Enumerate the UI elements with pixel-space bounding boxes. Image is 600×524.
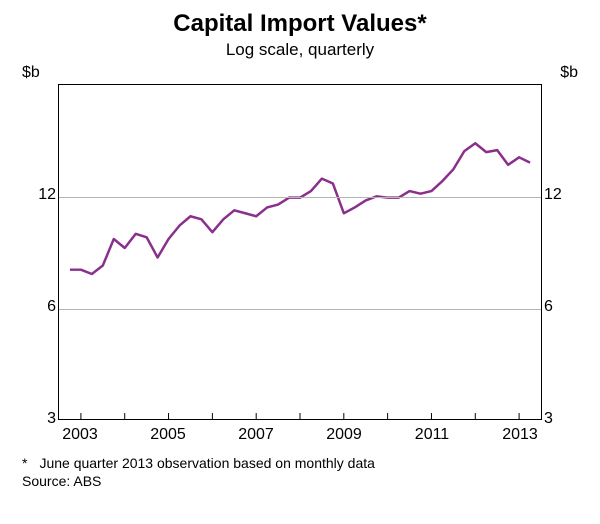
y-tick-right: 3: [544, 410, 582, 428]
x-tick: 2013: [502, 426, 538, 444]
source-value: ABS: [73, 473, 101, 489]
footnote: * June quarter 2013 observation based on…: [22, 454, 582, 490]
y-tick-left: 6: [18, 298, 56, 316]
chart-subtitle: Log scale, quarterly: [18, 40, 582, 60]
x-axis-ticks: 2003 2005 2007 2009 2011 2013: [58, 424, 542, 446]
y-tick-left: 12: [18, 186, 56, 204]
y-unit-right: $b: [560, 64, 578, 82]
series-line: [70, 143, 530, 274]
chart-title: Capital Import Values*: [18, 10, 582, 38]
source-label: Source:: [22, 473, 70, 489]
plot-area: [58, 84, 542, 420]
x-tick: 2007: [238, 426, 274, 444]
chart-zone: $b $b 2003 2005 2007 2009 2011 2013 3 3 6 6 12 12: [18, 66, 582, 446]
y-unit-left: $b: [22, 64, 40, 82]
x-tick: 2009: [326, 426, 362, 444]
footnote-marker: *: [22, 454, 27, 472]
y-tick-left: 3: [18, 410, 56, 428]
grid-line: [59, 309, 541, 310]
line-series: [59, 85, 541, 419]
x-tick: 2005: [150, 426, 186, 444]
grid-line: [59, 197, 541, 198]
x-tick: 2003: [62, 426, 98, 444]
y-tick-right: 6: [544, 298, 582, 316]
footnote-text: June quarter 2013 observation based on m…: [39, 454, 374, 472]
y-tick-right: 12: [544, 186, 582, 204]
x-tick: 2011: [415, 426, 449, 444]
